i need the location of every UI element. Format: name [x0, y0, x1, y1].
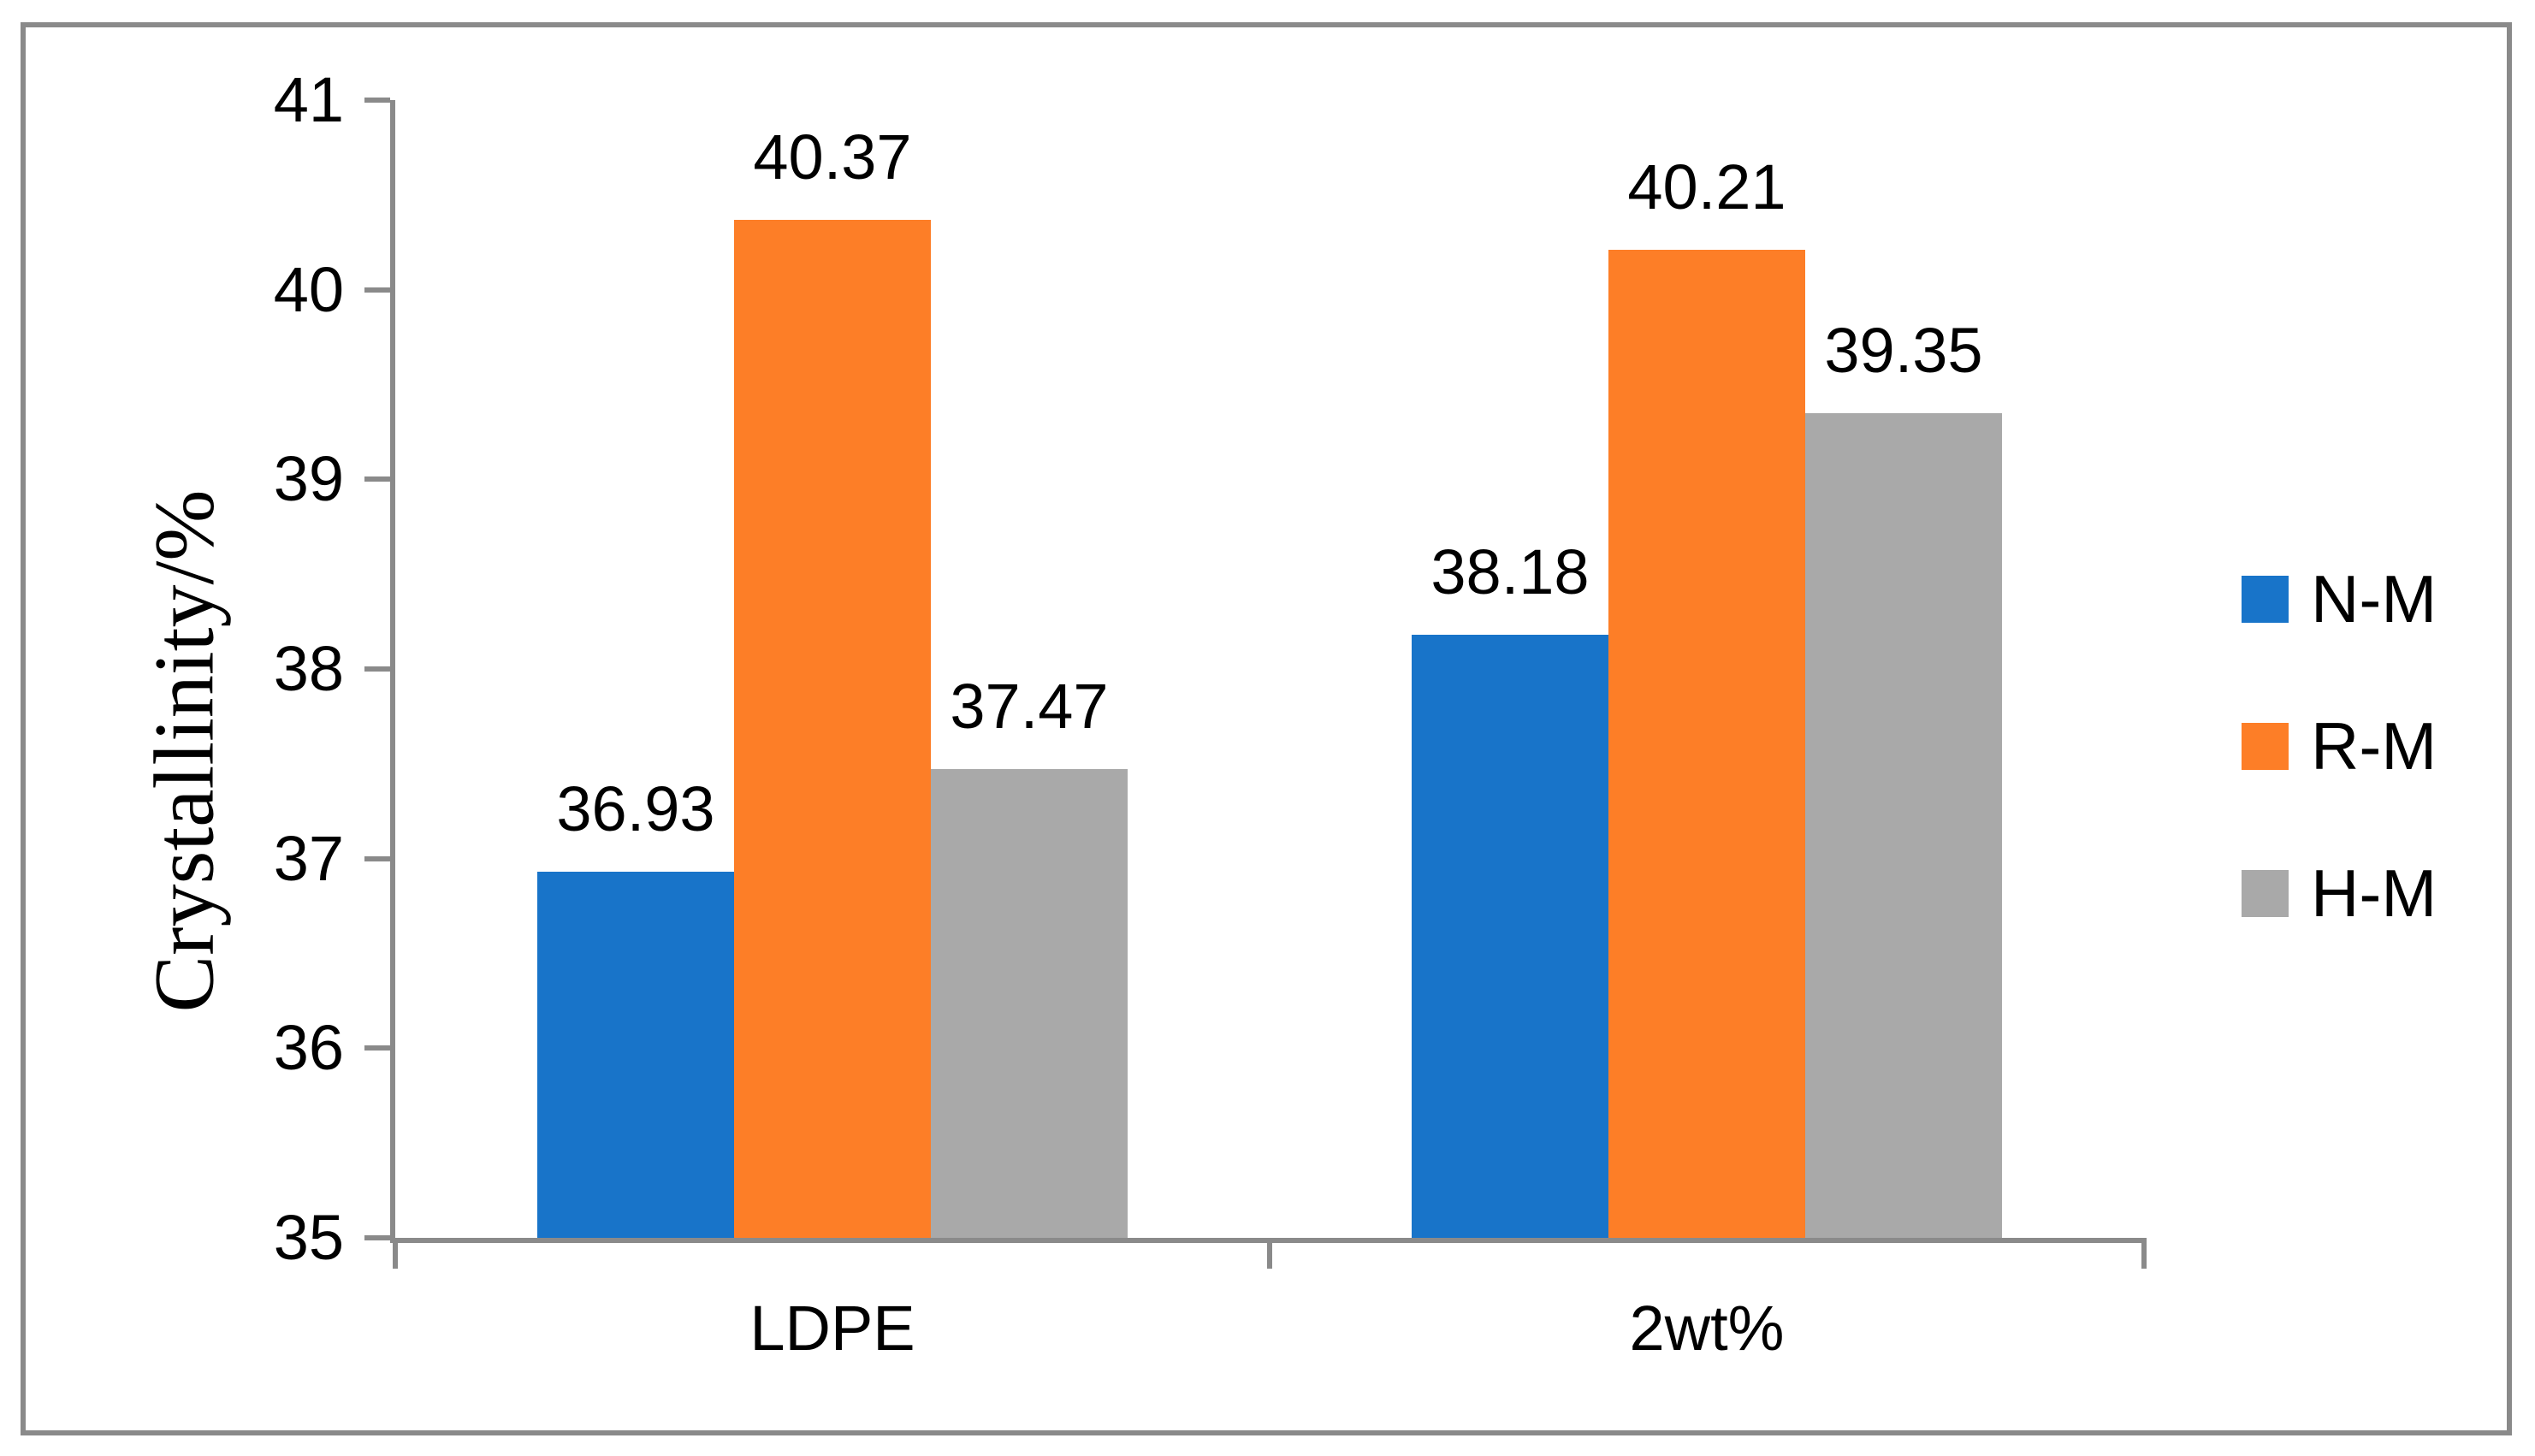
y-tick-label: 38 — [273, 633, 344, 704]
legend-item-R-M: R-M — [2242, 707, 2437, 784]
bar-H-M-LDPE — [931, 769, 1128, 1238]
bar-H-M-2wt% — [1805, 412, 2002, 1238]
x-category-label: 2wt% — [1629, 1293, 1785, 1364]
x-category-label: LDPE — [749, 1293, 915, 1364]
bar-data-label: 37.47 — [950, 671, 1109, 743]
plot-area: 35 36 37 38 39 40 41 LDPE 2wt% 36.93 38.18 40.37 40.… — [274, 64, 2147, 1364]
bar-data-label: 38.18 — [1430, 536, 1590, 608]
bar-data-label: 40.37 — [753, 121, 912, 192]
y-tick-label: 40 — [273, 253, 344, 325]
bar-R-M-2wt% — [1608, 250, 1805, 1238]
x-axis-tick — [2141, 1238, 2147, 1269]
legend-swatch-R-M — [2242, 722, 2289, 770]
bar-data-label: 36.93 — [556, 773, 715, 845]
x-axis-tick — [393, 1238, 398, 1269]
legend: N-M R-M H-M — [2242, 560, 2437, 932]
y-axis-tick — [364, 287, 390, 293]
legend-swatch-H-M — [2242, 869, 2289, 917]
y-axis-tick — [364, 855, 390, 861]
y-tick-label: 37 — [273, 822, 344, 894]
bar-data-label: 39.35 — [1824, 314, 1983, 386]
x-axis-tick — [1267, 1238, 1272, 1269]
y-axis-title: Crystallinity/% — [136, 489, 232, 1013]
bar-N-M-LDPE — [537, 872, 734, 1238]
legend-item-H-M: H-M — [2242, 855, 2437, 932]
legend-item-N-M: N-M — [2242, 560, 2437, 637]
y-axis-tick — [364, 666, 390, 672]
y-axis-tick — [364, 98, 390, 103]
y-axis-tick — [364, 1045, 390, 1051]
y-axis-tick — [364, 1235, 390, 1240]
y-tick-label: 35 — [273, 1202, 344, 1273]
y-tick-label: 36 — [273, 1012, 344, 1084]
bar-N-M-2wt% — [1412, 635, 1608, 1238]
legend-swatch-N-M — [2242, 575, 2289, 623]
legend-label: R-M — [2311, 707, 2437, 784]
y-tick-label: 39 — [273, 443, 344, 515]
legend-label: N-M — [2311, 560, 2437, 636]
bar-R-M-LDPE — [734, 219, 931, 1238]
y-axis-tick — [364, 476, 390, 482]
bar-data-label: 40.21 — [1627, 151, 1786, 223]
legend-label: H-M — [2311, 855, 2437, 931]
y-tick-label: 41 — [273, 64, 344, 135]
